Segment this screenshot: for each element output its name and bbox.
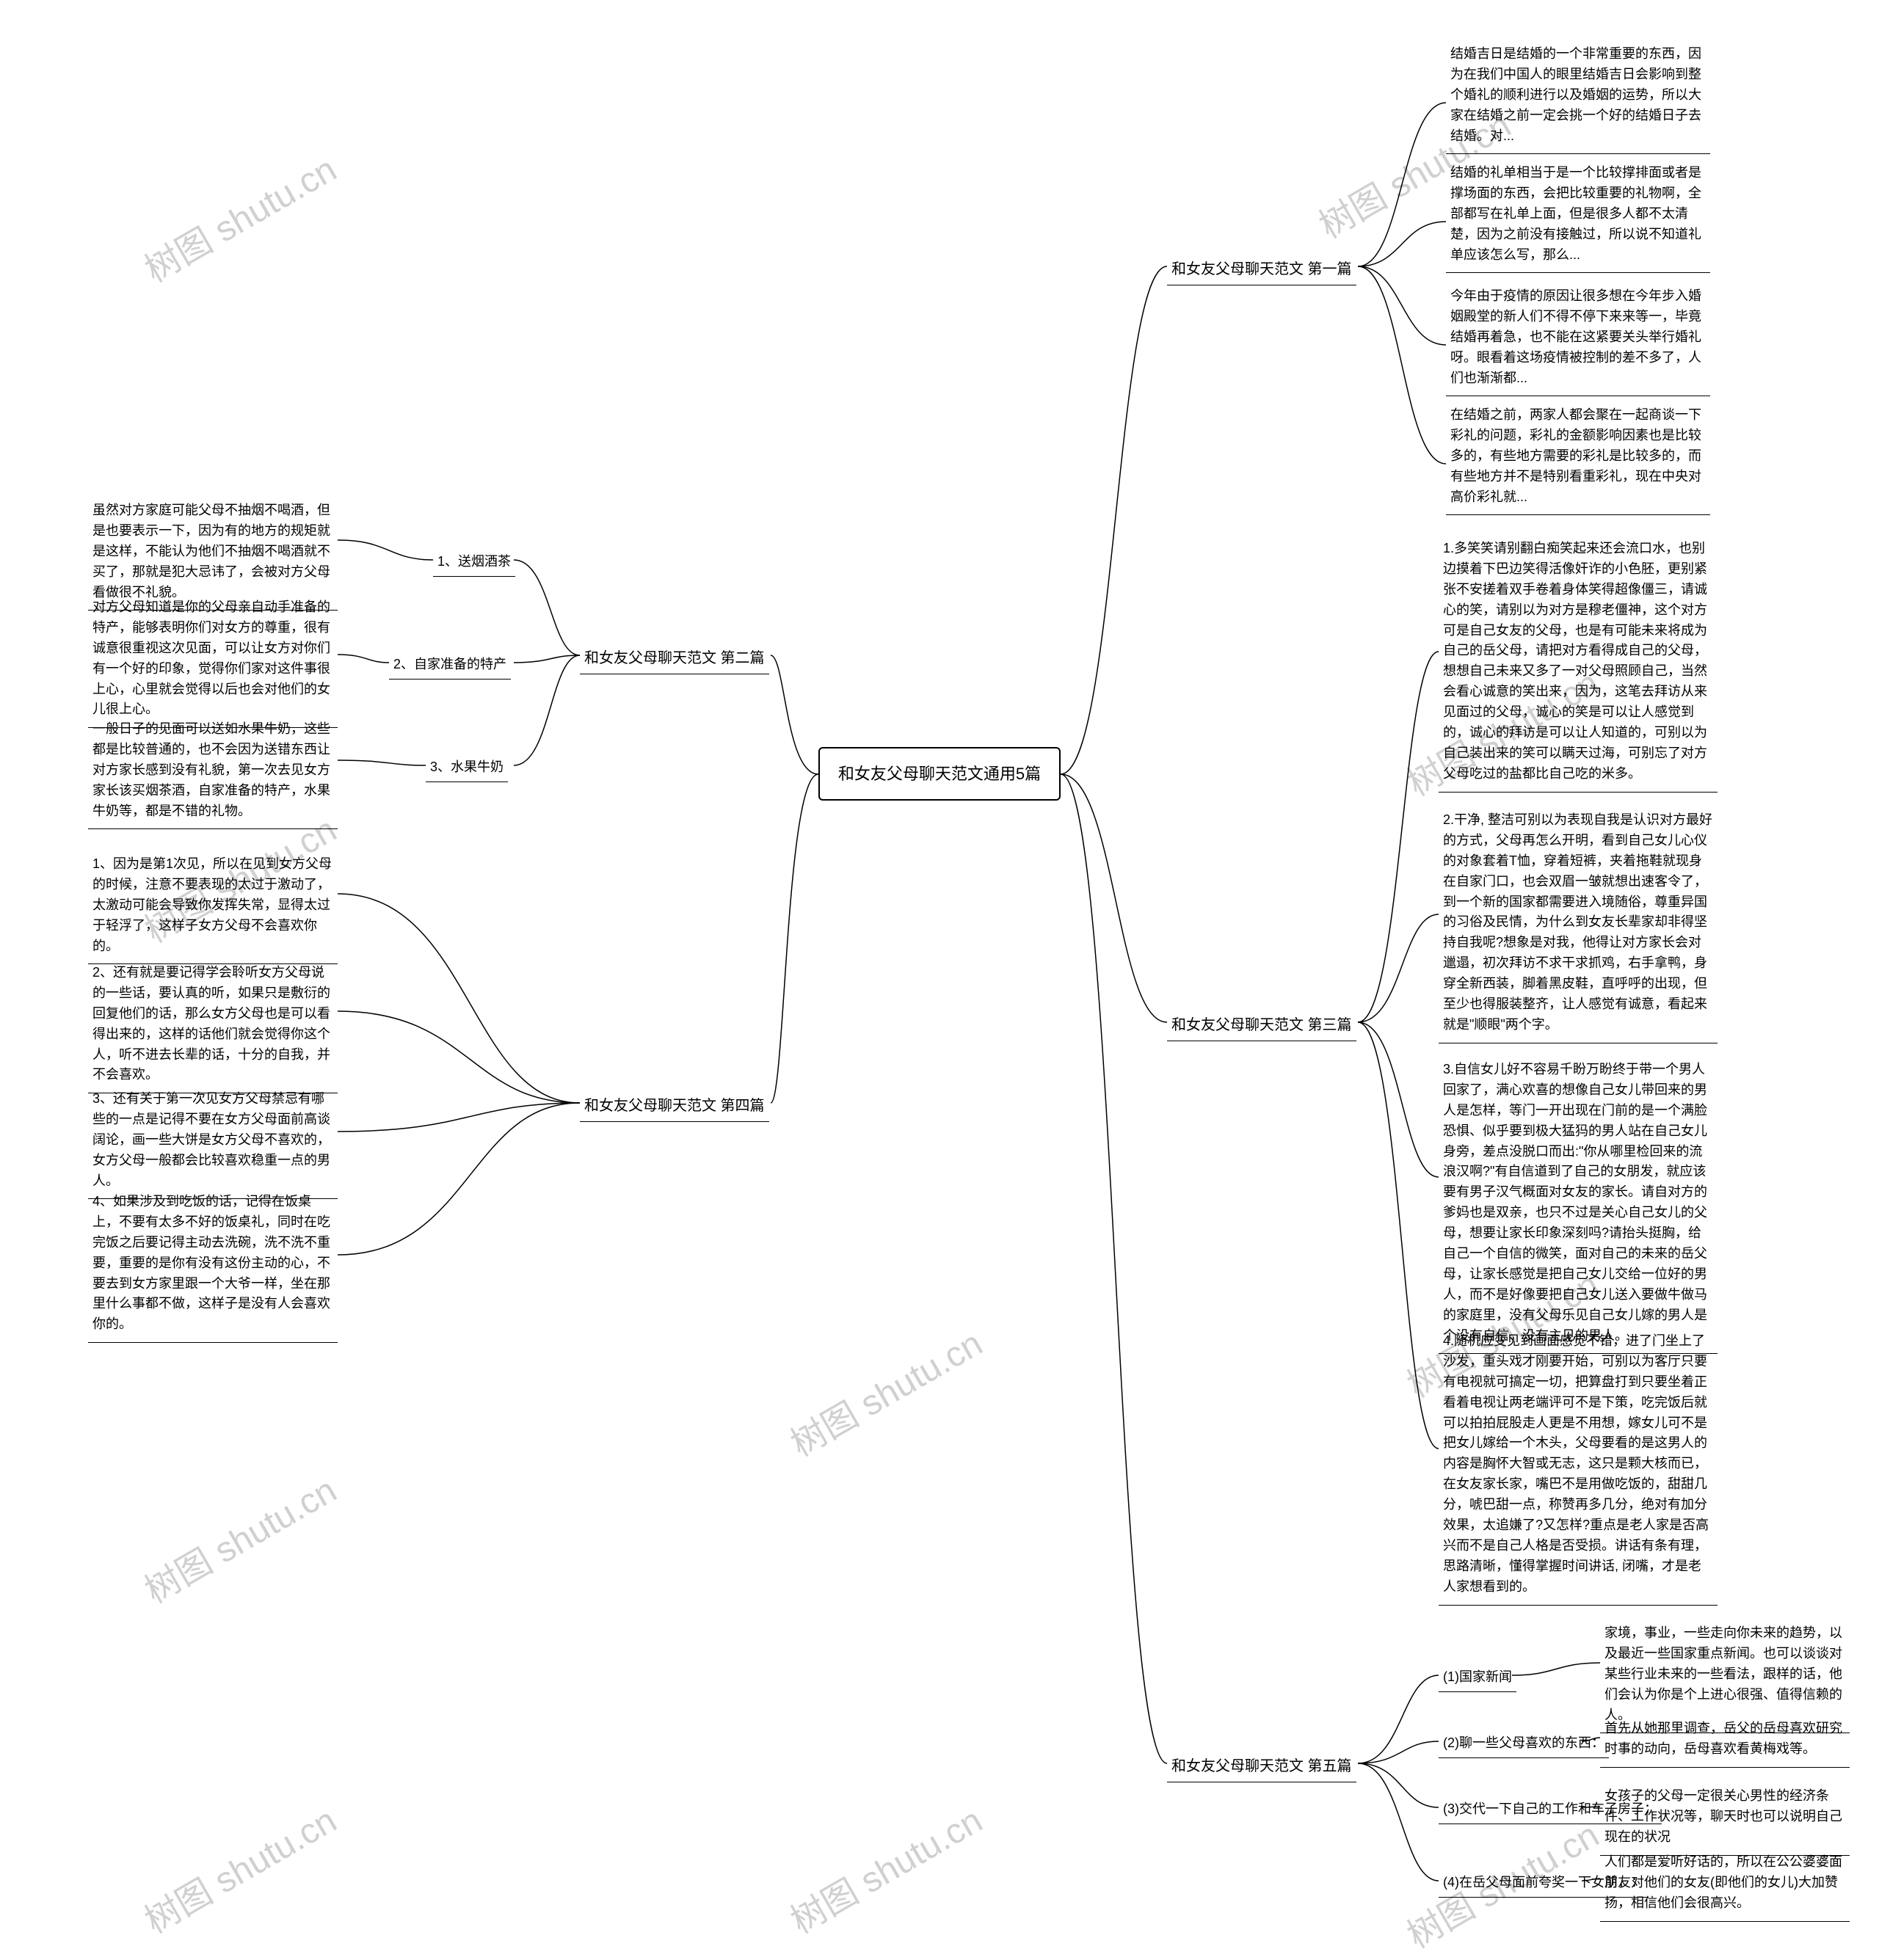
watermark: 树图 shutu.cn — [779, 1315, 990, 1466]
branch-1-leaf-3: 今年由于疫情的原因让很多想在今年步入婚姻殿堂的新人们不得不停下来来等一，毕竟结婚… — [1446, 283, 1710, 396]
branch-2-leaf-2: 对方父母知道是你的父母亲自动手准备的特产，能够表明你们对女方的尊重，很有诚意很重… — [88, 594, 338, 728]
branch-2-sub-1: 1、送烟酒茶 — [433, 549, 515, 577]
branch-2-sub-2: 2、自家准备的特产 — [389, 652, 511, 680]
branch-5-leaf-2: 首先从她那里调查，岳父的岳母喜欢研究时事的动向，岳母喜欢看黄梅戏等。 — [1600, 1716, 1850, 1768]
branch-4-leaf-4: 4、如果涉及到吃饭的话，记得在饭桌上，不要有太多不好的饭桌礼，同时在吃完饭之后要… — [88, 1189, 338, 1343]
branch-1-leaf-1: 结婚吉日是结婚的一个非常重要的东西，因为在我们中国人的眼里结婚吉日会影响到整个婚… — [1446, 41, 1710, 154]
branch-2-sub-3: 3、水果牛奶 — [426, 754, 508, 782]
branch-4-title: 和女友父母聊天范文 第四篇 — [580, 1092, 769, 1122]
branch-2-leaf-3: 一般日子的见面可以送如水果牛奶，这些都是比较普通的，也不会因为送错东西让对方家长… — [88, 716, 338, 829]
branch-3-title: 和女友父母聊天范文 第三篇 — [1167, 1011, 1356, 1041]
watermark: 树图 shutu.cn — [134, 141, 344, 292]
branch-1-title: 和女友父母聊天范文 第一篇 — [1167, 255, 1356, 285]
branch-4-leaf-2: 2、还有就是要记得学会聆听女方父母说的一些话，要认真的听，如果只是敷衍的回复他们… — [88, 960, 338, 1093]
branch-1-leaf-2: 结婚的礼单相当于是一个比较撑排面或者是撑场面的东西，会把比较重要的礼物啊，全部都… — [1446, 160, 1710, 273]
branch-3-leaf-1: 1.多笑笑请别翻白痴笑起来还会流口水，也别边摸着下巴边笑得活像奸诈的小色胚，更别… — [1439, 536, 1718, 793]
branch-5-title: 和女友父母聊天范文 第五篇 — [1167, 1752, 1356, 1782]
branch-3-leaf-3: 3.自信女儿好不容易千盼万盼终于带一个男人回家了，满心欢喜的想像自己女儿带回来的… — [1439, 1057, 1718, 1354]
branch-4-leaf-3: 3、还有关于第一次见女方父母禁忌有哪些的一点是记得不要在女方父母面前高谈阔论，画… — [88, 1086, 338, 1199]
watermark: 树图 shutu.cn — [779, 1792, 990, 1943]
branch-5-leaf-4: 人们都是爱听好话的，所以在公公婆婆面前，对他们的女友(即他们的女儿)大加赞扬，相… — [1600, 1849, 1850, 1922]
branch-5-sub-1: (1)国家新闻 — [1439, 1664, 1516, 1692]
branch-3-leaf-2: 2.干净, 整洁可别以为表现自我是认识对方最好的方式，父母再怎么开明，看到自己女… — [1439, 807, 1718, 1043]
branch-5-sub-2: (2)聊一些父母喜欢的东西： — [1439, 1730, 1609, 1758]
branch-5-leaf-3: 女孩子的父母一定很关心男性的经济条件、工作状况等，聊天时也可以说明自己现在的状况 — [1600, 1783, 1850, 1856]
watermark: 树图 shutu.cn — [134, 1792, 344, 1943]
branch-1-leaf-4: 在结婚之前，两家人都会聚在一起商谈一下彩礼的问题，彩礼的金额影响因素也是比较多的… — [1446, 402, 1710, 515]
center-title: 和女友父母聊天范文通用5篇 — [818, 747, 1061, 801]
watermark: 树图 shutu.cn — [134, 1462, 344, 1613]
branch-3-leaf-4: 4.随机应变见到画面感觉不错，进了门坐上了沙发，重头戏才刚要开始，可别以为客厅只… — [1439, 1328, 1718, 1606]
branch-2-title: 和女友父母聊天范文 第二篇 — [580, 644, 769, 674]
branch-4-leaf-1: 1、因为是第1次见，所以在见到女方父母的时候，注意不要表现的太过于激动了，太激动… — [88, 851, 338, 964]
